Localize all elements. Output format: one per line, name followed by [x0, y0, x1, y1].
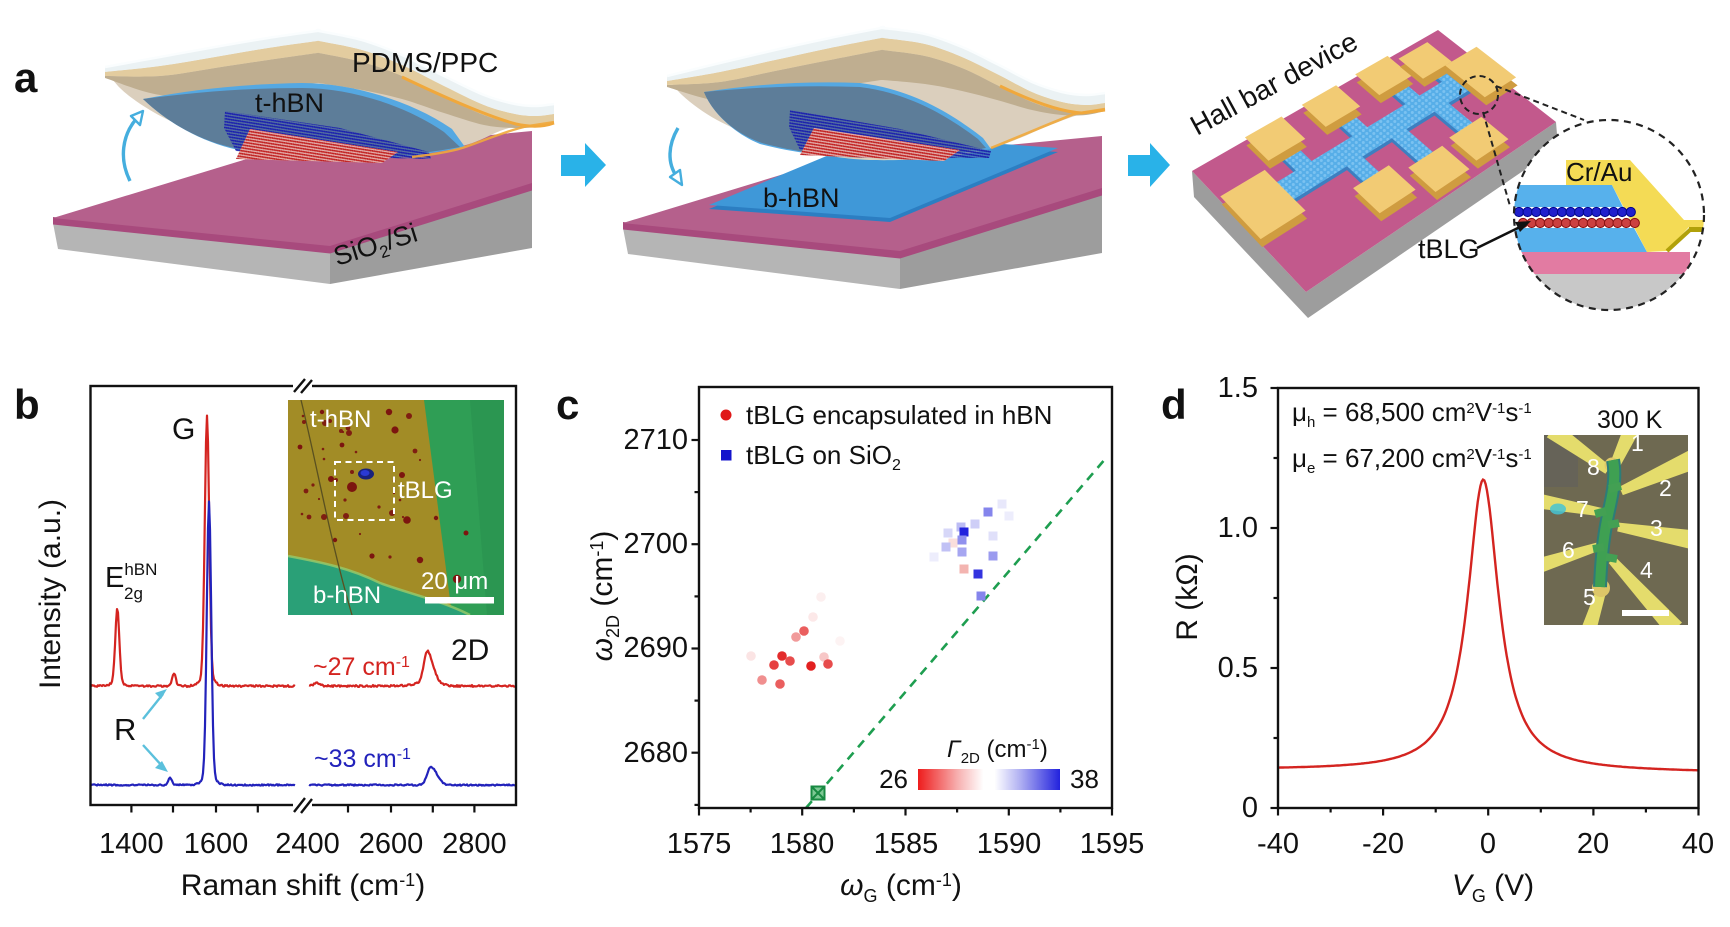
svg-text:ω2D (cm-1): ω2D (cm-1)	[586, 531, 623, 662]
svg-text:Γ2D (cm-1): Γ2D (cm-1)	[947, 736, 1048, 767]
svg-text:0: 0	[1480, 828, 1496, 860]
svg-text:1575: 1575	[667, 828, 732, 860]
svg-text:2710: 2710	[623, 424, 688, 456]
svg-text:1.5: 1.5	[1218, 372, 1258, 404]
svg-text:6: 6	[1562, 537, 1575, 563]
svg-text:t-hBN: t-hBN	[310, 406, 371, 433]
svg-text:tBLG encapsulated in hBN: tBLG encapsulated in hBN	[746, 400, 1052, 430]
svg-text:R: R	[114, 712, 136, 747]
svg-text:0: 0	[1242, 792, 1258, 824]
svg-text:2: 2	[1659, 475, 1672, 501]
svg-text:38: 38	[1070, 764, 1099, 794]
svg-text:1595: 1595	[1080, 828, 1145, 860]
svg-text:~33 cm-1: ~33 cm-1	[314, 745, 411, 773]
svg-text:Raman shift (cm-1): Raman shift (cm-1)	[181, 869, 425, 902]
svg-text:2700: 2700	[623, 528, 688, 560]
svg-text:d: d	[1161, 381, 1187, 428]
svg-text:2D: 2D	[451, 634, 489, 667]
svg-text:μh = 68,500 cm2V-1s-1: μh = 68,500 cm2V-1s-1	[1292, 397, 1532, 431]
svg-text:μe = 67,200 cm2V-1s-1: μe = 67,200 cm2V-1s-1	[1292, 443, 1532, 477]
svg-text:1600: 1600	[184, 828, 249, 860]
svg-text:c: c	[556, 381, 579, 428]
svg-text:8: 8	[1587, 454, 1600, 480]
svg-text:7: 7	[1576, 496, 1589, 522]
svg-text:tBLG: tBLG	[1418, 234, 1480, 264]
svg-text:G: G	[172, 413, 195, 446]
svg-text:1590: 1590	[977, 828, 1042, 860]
svg-text:26: 26	[879, 764, 908, 794]
svg-text:ωG (cm-1): ωG (cm-1)	[840, 869, 962, 906]
svg-text:4: 4	[1640, 557, 1653, 583]
svg-text:tBLG on SiO2: tBLG on SiO2	[746, 440, 901, 474]
svg-text:R (kΩ): R (kΩ)	[1171, 553, 1204, 640]
svg-text:2800: 2800	[442, 828, 507, 860]
svg-text:2680: 2680	[623, 737, 688, 769]
svg-text:1585: 1585	[874, 828, 939, 860]
svg-text:300 K: 300 K	[1597, 406, 1663, 434]
svg-text:tBLG: tBLG	[398, 477, 453, 504]
svg-text:-40: -40	[1257, 828, 1299, 860]
svg-text:2400: 2400	[275, 828, 340, 860]
svg-text:b-hBN: b-hBN	[313, 582, 381, 609]
svg-text:Cr/Au: Cr/Au	[1566, 157, 1632, 187]
svg-text:PDMS/PPC: PDMS/PPC	[352, 47, 498, 78]
svg-text:5: 5	[1583, 584, 1596, 610]
svg-text:Intensity (a.u.): Intensity (a.u.)	[34, 499, 67, 689]
svg-text:-20: -20	[1362, 828, 1404, 860]
svg-text:t-hBN: t-hBN	[255, 88, 324, 118]
svg-text:1400: 1400	[99, 828, 164, 860]
svg-text:1580: 1580	[770, 828, 835, 860]
svg-text:40: 40	[1682, 828, 1714, 860]
svg-text:20: 20	[1577, 828, 1609, 860]
svg-text:3: 3	[1650, 515, 1663, 541]
svg-text:~27 cm-1: ~27 cm-1	[313, 653, 410, 681]
svg-text:1.0: 1.0	[1218, 512, 1258, 544]
svg-text:2600: 2600	[359, 828, 424, 860]
svg-text:VG (V): VG (V)	[1452, 869, 1534, 906]
svg-text:1: 1	[1631, 430, 1644, 456]
svg-text:b-hBN: b-hBN	[763, 183, 840, 213]
svg-text:20 μm: 20 μm	[421, 568, 488, 595]
svg-text:a: a	[14, 54, 38, 101]
svg-text:2690: 2690	[623, 632, 688, 664]
svg-text:b: b	[14, 381, 40, 428]
svg-text:0.5: 0.5	[1218, 652, 1258, 684]
